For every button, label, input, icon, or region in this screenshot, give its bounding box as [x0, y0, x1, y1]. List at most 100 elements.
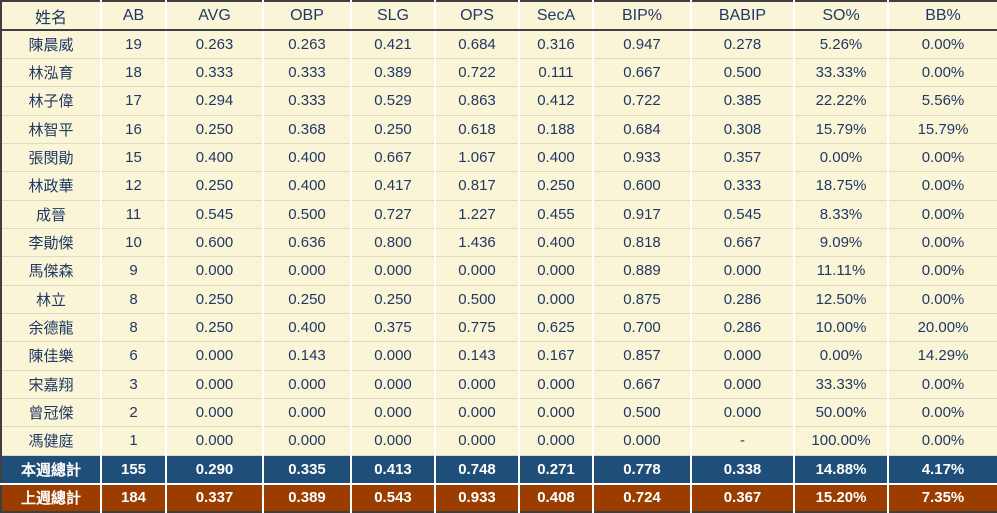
total-stat-cell: 0.748	[434, 454, 519, 484]
total-stat-cell: 184	[100, 482, 166, 512]
stat-cell: 0.333	[690, 171, 794, 201]
stat-cell: 0.700	[592, 313, 691, 343]
player-name-cell: 林立	[1, 285, 101, 314]
stat-cell: 0.000	[592, 426, 691, 456]
table-row: 張閔勛 15 0.400 0.400 0.667 1.067 0.400 0.933 0.357…	[1, 143, 997, 173]
stat-cell: 0.000	[518, 256, 593, 286]
column-header: AVG	[165, 1, 263, 31]
total-stat-cell: 15.20%	[793, 482, 888, 512]
stat-cell: 0.000	[690, 256, 794, 286]
stat-cell: 0.00%	[887, 200, 997, 229]
table-row: 李勛傑 10 0.600 0.636 0.800 1.436 0.400 0.818 0.667…	[1, 228, 997, 258]
stat-cell: 0.263	[262, 30, 351, 59]
stat-cell: 0.000	[690, 398, 794, 428]
stat-cell: 11	[100, 200, 166, 229]
stat-cell: 0.389	[350, 58, 435, 88]
stat-cell: 0.000	[350, 398, 435, 428]
stat-cell: 0.500	[262, 200, 351, 229]
stat-cell: 0.545	[690, 200, 794, 229]
stat-cell: 9.09%	[793, 228, 888, 258]
player-name-cell: 林政華	[1, 171, 101, 201]
stat-cell: 10.00%	[793, 313, 888, 343]
last-week-total-row: 上週總計 184 0.337 0.389 0.543 0.933 0.408 0.724 0.3…	[1, 482, 997, 512]
stat-cell: 0.947	[592, 30, 691, 59]
player-name-cell: 林智平	[1, 115, 101, 144]
stat-cell: 0.500	[690, 58, 794, 88]
stat-cell: 0.250	[165, 285, 263, 314]
stat-cell: 0.00%	[887, 370, 997, 399]
stat-cell: 0.529	[350, 86, 435, 116]
stat-cell: 0.250	[165, 115, 263, 144]
stat-cell: 0.421	[350, 30, 435, 59]
stat-cell: 0.400	[165, 143, 263, 173]
stat-cell: 0.667	[690, 228, 794, 258]
stat-cell: 0.000	[690, 370, 794, 399]
player-name-cell: 曾冠傑	[1, 398, 101, 428]
total-stat-cell: 0.367	[690, 482, 794, 512]
total-stat-cell: 4.17%	[887, 454, 997, 484]
stat-cell: 14.29%	[887, 341, 997, 371]
stat-cell: 0.667	[592, 370, 691, 399]
stat-cell: 0.455	[518, 200, 593, 229]
stat-cell: 1.227	[434, 200, 519, 229]
stat-cell: 0.667	[350, 143, 435, 173]
stat-cell: 0.400	[262, 171, 351, 201]
stat-cell: 0.875	[592, 285, 691, 314]
stat-cell: 3	[100, 370, 166, 399]
table-row: 林子偉 17 0.294 0.333 0.529 0.863 0.412 0.722 0.385…	[1, 86, 997, 116]
column-header: BABIP	[690, 1, 794, 31]
stat-cell: 0.722	[434, 58, 519, 88]
player-name-cell: 林子偉	[1, 86, 101, 116]
stat-cell: 0.000	[434, 426, 519, 456]
total-stat-cell: 7.35%	[887, 482, 997, 512]
stat-cell: 0.375	[350, 313, 435, 343]
total-label-cell: 本週總計	[1, 454, 101, 484]
stat-cell: 0.417	[350, 171, 435, 201]
stat-cell: 0.000	[262, 256, 351, 286]
total-stat-cell: 14.88%	[793, 454, 888, 484]
stat-cell: 20.00%	[887, 313, 997, 343]
stat-cell: 0.000	[262, 398, 351, 428]
stat-cell: 0.111	[518, 58, 593, 88]
table-row: 陳晨威 19 0.263 0.263 0.421 0.684 0.316 0.947 0.278…	[1, 30, 997, 59]
stat-cell: 0.545	[165, 200, 263, 229]
stat-cell: 0.000	[262, 370, 351, 399]
stat-cell: 0.000	[350, 341, 435, 371]
column-header: BIP%	[592, 1, 691, 31]
stat-cell: 0.250	[165, 313, 263, 343]
stat-cell: 0.143	[262, 341, 351, 371]
total-stat-cell: 0.290	[165, 454, 263, 484]
stat-cell: 0.727	[350, 200, 435, 229]
stat-cell: 0.000	[165, 426, 263, 456]
total-stat-cell: 155	[100, 454, 166, 484]
header-row: 姓名 AB AVG OBP SLG OPS SecA BIP% BABIP SO% BB%	[1, 1, 997, 31]
table-row: 林政華 12 0.250 0.400 0.417 0.817 0.250 0.600 0.333…	[1, 171, 997, 201]
stat-cell: 19	[100, 30, 166, 59]
stat-cell: 0.933	[592, 143, 691, 173]
stat-cell: 0.000	[165, 256, 263, 286]
player-name-cell: 張閔勛	[1, 143, 101, 173]
player-name-cell: 陳晨威	[1, 30, 101, 59]
stat-cell: 0.250	[165, 171, 263, 201]
stat-cell: 0.00%	[887, 285, 997, 314]
stat-cell: 17	[100, 86, 166, 116]
column-header: 姓名	[1, 1, 101, 31]
stat-cell: 0.889	[592, 256, 691, 286]
table-row: 宋嘉翔 3 0.000 0.000 0.000 0.000 0.000 0.667 0.000 3…	[1, 370, 997, 399]
stat-cell: 0.722	[592, 86, 691, 116]
stat-cell: 0.143	[434, 341, 519, 371]
total-stat-cell: 0.338	[690, 454, 794, 484]
stat-cell: 0.000	[165, 341, 263, 371]
stat-cell: 0.863	[434, 86, 519, 116]
player-name-cell: 馬傑森	[1, 256, 101, 286]
stat-cell: 0.818	[592, 228, 691, 258]
stat-cell: 12	[100, 171, 166, 201]
stat-cell: 0.857	[592, 341, 691, 371]
stat-cell: 0.400	[262, 143, 351, 173]
stat-cell: 0.000	[434, 256, 519, 286]
stat-cell: 0.00%	[887, 171, 997, 201]
player-name-cell: 李勛傑	[1, 228, 101, 258]
stat-cell: 0.000	[262, 426, 351, 456]
stat-cell: 0.167	[518, 341, 593, 371]
